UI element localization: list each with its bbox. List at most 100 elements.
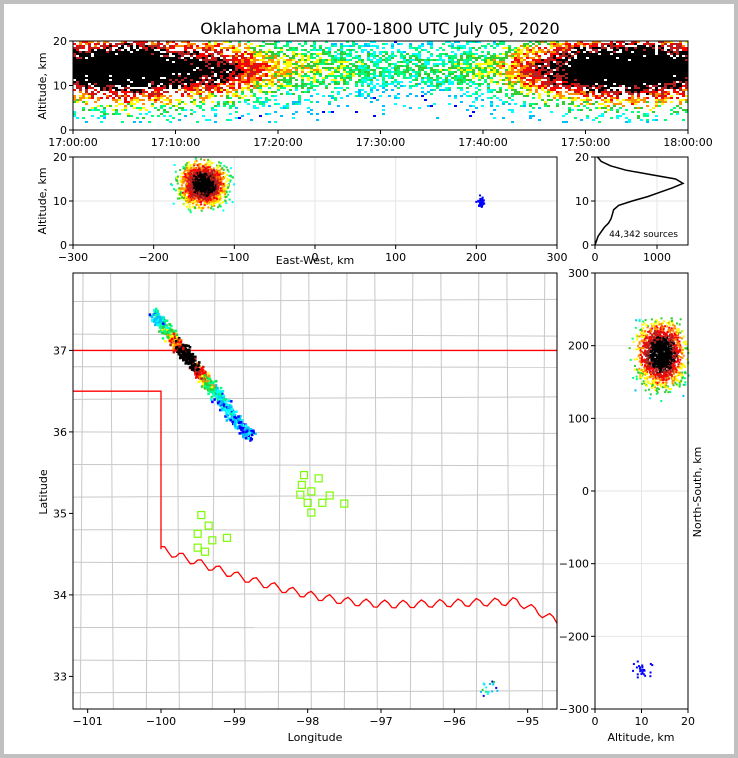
altitude-time-cell — [553, 65, 556, 67]
altitude-time-cell — [157, 77, 160, 79]
altitude-time-cell — [583, 57, 586, 59]
altitude-time-cell — [175, 105, 178, 107]
altitude-time-cell — [142, 117, 145, 119]
altitude-time-cell — [442, 43, 445, 45]
altitude-time-cell — [184, 77, 187, 79]
altitude-time-cell — [559, 57, 562, 59]
altitude-time-cell — [631, 83, 634, 85]
altitude-time-cell — [88, 63, 91, 65]
altitude-time-cell — [505, 79, 508, 81]
altitude-time-cell — [103, 117, 106, 119]
altitude-time-cell — [382, 51, 385, 53]
altitude-time-cell — [451, 51, 454, 53]
altitude-time-cell — [430, 85, 433, 87]
altitude-time-cell — [274, 63, 277, 65]
altitude-time-cell — [193, 101, 196, 103]
altitude-time-cell — [481, 71, 484, 73]
altitude-time-cell — [595, 71, 598, 73]
altitude-time-cell — [289, 47, 292, 49]
altitude-time-cell — [400, 65, 403, 67]
altitude-time-cell — [622, 67, 625, 69]
altitude-time-cell — [340, 75, 343, 77]
altitude-time-cell — [643, 97, 646, 99]
altitude-time-cell — [622, 51, 625, 53]
altitude-time-cell — [154, 73, 157, 75]
altitude-time-cell — [274, 55, 277, 57]
altitude-time-cell — [616, 61, 619, 63]
altitude-time-cell — [568, 83, 571, 85]
altitude-time-cell — [616, 81, 619, 83]
altitude-time-cell — [649, 51, 652, 53]
altitude-time-cell — [76, 49, 79, 51]
altitude-time-cell — [391, 81, 394, 83]
altitude-time-cell — [625, 63, 628, 65]
altitude-time-cell — [85, 85, 88, 87]
altitude-time-cell — [139, 71, 142, 73]
altitude-time-cell — [199, 63, 202, 65]
altitude-time-cell — [442, 63, 445, 65]
altitude-time-cell — [517, 93, 520, 95]
altitude-time-cell — [577, 73, 580, 75]
altitude-time-cell — [271, 73, 274, 75]
altitude-time-cell — [163, 55, 166, 57]
altitude-time-cell — [307, 59, 310, 61]
altitude-time-cell — [187, 85, 190, 87]
altitude-time-cell — [658, 105, 661, 107]
altitude-time-cell — [79, 51, 82, 53]
altitude-time-cell — [526, 51, 529, 53]
altitude-time-cell — [358, 55, 361, 57]
altitude-time-cell — [367, 45, 370, 47]
altitude-time-cell — [565, 43, 568, 45]
altitude-time-cell — [580, 53, 583, 55]
altitude-time-cell — [556, 79, 559, 81]
altitude-time-cell — [112, 97, 115, 99]
altitude-time-cell — [166, 97, 169, 99]
altitude-time-cell — [634, 103, 637, 105]
altitude-time-cell — [523, 101, 526, 103]
altitude-time-cell — [166, 87, 169, 89]
altitude-time-cell — [232, 81, 235, 83]
altitude-time-cell — [634, 79, 637, 81]
altitude-time-cell — [253, 81, 256, 83]
altitude-time-cell — [283, 75, 286, 77]
altitude-time-cell — [679, 85, 682, 87]
altitude-time-cell — [664, 43, 667, 45]
altitude-time-cell — [541, 99, 544, 101]
altitude-time-cell — [397, 83, 400, 85]
altitude-time-cell — [595, 59, 598, 61]
altitude-time-ytick-label: 0 — [60, 124, 67, 137]
altitude-time-cell — [283, 77, 286, 79]
altitude-time-cell — [346, 73, 349, 75]
altitude-time-cell — [448, 69, 451, 71]
altitude-time-cell — [82, 55, 85, 57]
altitude-time-cell — [211, 107, 214, 109]
altitude-time-cell — [340, 79, 343, 81]
altitude-time-cell — [541, 73, 544, 75]
altitude-time-cell — [103, 67, 106, 69]
altitude-time-cell — [268, 99, 271, 101]
altitude-time-cell — [286, 107, 289, 109]
altitude-time-cell — [586, 73, 589, 75]
altitude-time-cell — [514, 55, 517, 57]
altitude-time-cell — [331, 67, 334, 69]
altitude-time-cell — [577, 71, 580, 73]
altitude-time-cell — [115, 73, 118, 75]
altitude-time-cell — [547, 69, 550, 71]
altitude-time-cell — [550, 91, 553, 93]
altitude-time-cell — [184, 79, 187, 81]
altitude-time-cell — [508, 85, 511, 87]
altitude-time-cell — [577, 69, 580, 71]
altitude-time-cell — [130, 43, 133, 45]
altitude-time-cell — [520, 57, 523, 59]
altitude-time-cell — [634, 49, 637, 51]
altitude-time-cell — [205, 119, 208, 121]
altitude-time-cell — [340, 53, 343, 55]
altitude-time-cell — [277, 47, 280, 49]
altitude-time-cell — [682, 99, 685, 101]
altitude-time-cell — [568, 107, 571, 109]
altitude-time-cell — [532, 47, 535, 49]
altitude-time-cell — [544, 77, 547, 79]
altitude-time-cell — [604, 69, 607, 71]
altitude-time-cell — [310, 65, 313, 67]
altitude-time-cell — [136, 61, 139, 63]
